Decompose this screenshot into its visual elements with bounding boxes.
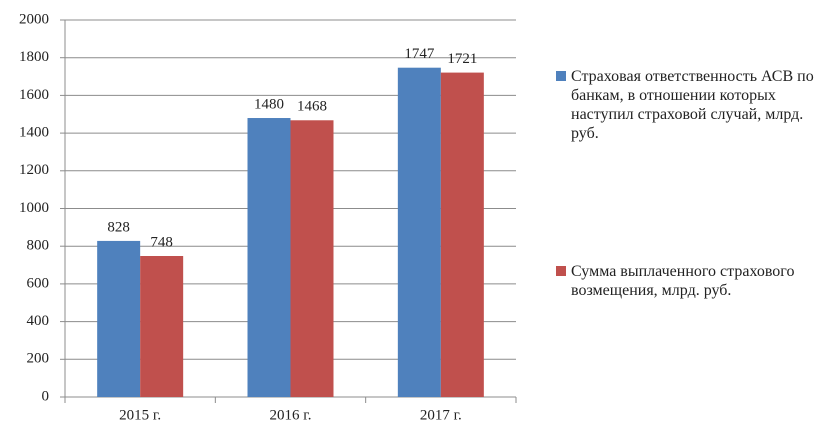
y-tick-label: 1200 — [19, 162, 49, 178]
y-tick-label: 1000 — [19, 200, 49, 216]
y-tick-label: 1400 — [19, 125, 49, 141]
bar — [397, 67, 441, 398]
bar — [290, 120, 334, 398]
y-tick-label: 1600 — [19, 87, 49, 103]
y-tick-label: 600 — [27, 275, 50, 291]
y-tick-label: 800 — [27, 238, 50, 254]
data-label: 1468 — [297, 99, 327, 115]
x-tick-label: 2015 г. — [119, 407, 161, 423]
y-tick-label: 0 — [42, 388, 50, 404]
bar — [140, 256, 184, 397]
x-tick-label: 2017 г. — [420, 407, 462, 423]
legend-label: Страховая ответственность АСВ по банкам,… — [571, 68, 814, 142]
legend-item: Страховая ответственность АСВ по банкам,… — [556, 67, 818, 143]
y-tick-label: 2000 — [19, 11, 49, 27]
legend-swatch — [556, 266, 566, 276]
y-tick-label: 200 — [27, 351, 50, 367]
legend-swatch — [556, 71, 566, 81]
x-tick-label: 2016 г. — [270, 407, 312, 423]
data-label: 1721 — [447, 51, 477, 67]
y-tick-label: 1800 — [19, 49, 49, 65]
bar — [247, 118, 291, 398]
data-label: 828 — [107, 219, 130, 235]
bar — [97, 240, 141, 397]
legend-label: Сумма выплаченного страхового возмещения… — [571, 263, 795, 299]
data-label: 748 — [150, 234, 173, 250]
legend-item: Сумма выплаченного страхового возмещения… — [556, 262, 818, 300]
y-tick-label: 400 — [27, 313, 50, 329]
bar — [440, 72, 484, 398]
data-label: 1480 — [254, 96, 284, 112]
data-label: 1747 — [404, 46, 435, 62]
